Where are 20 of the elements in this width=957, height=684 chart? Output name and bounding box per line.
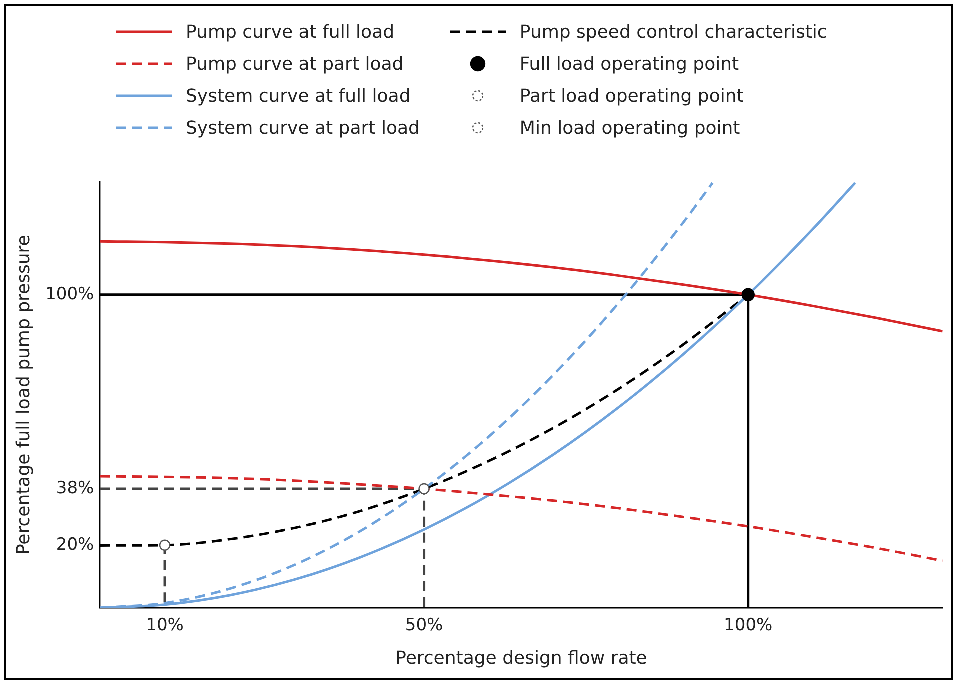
legend-label: Full load operating point <box>520 54 740 74</box>
legend-label: Pump curve at part load <box>186 54 404 74</box>
x-tick-label: 10% <box>146 616 184 636</box>
y-tick-label: 20% <box>56 534 94 555</box>
legend-label: Part load operating point <box>520 86 744 106</box>
legend-label: Min load operating point <box>520 118 740 138</box>
legend-label: System curve at part load <box>186 118 420 138</box>
x-tick-label: 50% <box>405 616 444 636</box>
y-tick-label: 38% <box>56 478 94 498</box>
line-series <box>100 240 943 333</box>
point <box>418 483 430 495</box>
legend-label: System curve at full load <box>186 86 411 106</box>
legend-label: Pump curve at full load <box>186 22 395 42</box>
x-tick-label: 100% <box>724 616 773 636</box>
point <box>742 288 755 302</box>
x-axis-title: Percentage design flow rate <box>396 648 648 669</box>
point <box>159 540 171 551</box>
y-axis-title: Percentage full load pump pressure <box>13 235 34 556</box>
y-tick-label: 100% <box>46 284 94 304</box>
legend-label: Pump speed control characteristic <box>520 22 828 42</box>
